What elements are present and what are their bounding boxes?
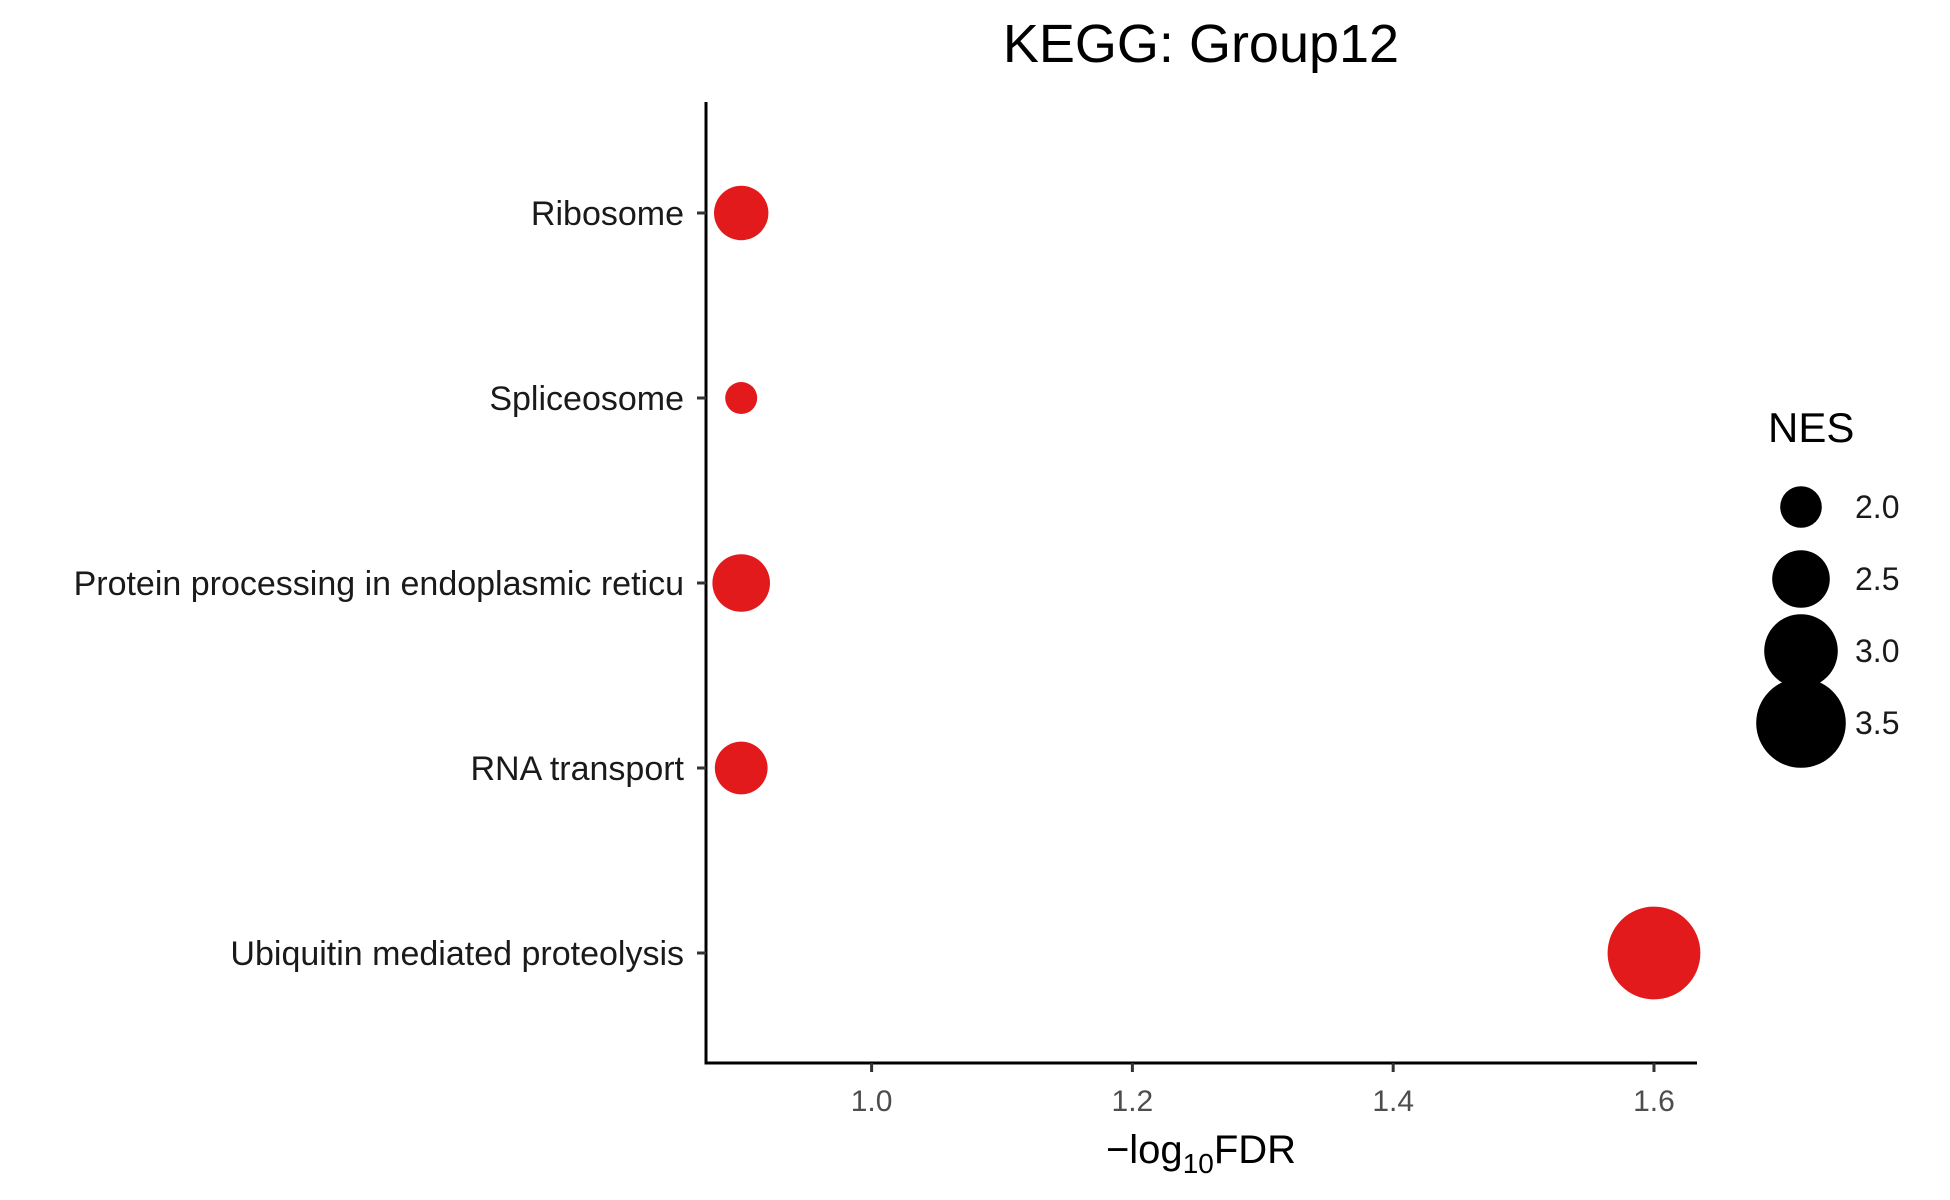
x-axis-title-subscript: 10 bbox=[1183, 1148, 1214, 1179]
y-category-label: Ubiquitin mediated proteolysis bbox=[230, 935, 684, 973]
data-point bbox=[714, 185, 769, 241]
x-tick-label: 1.6 bbox=[1633, 1085, 1675, 1118]
data-point bbox=[725, 382, 758, 414]
legend-key-label: 3.5 bbox=[1855, 705, 1899, 741]
data-point bbox=[712, 554, 771, 612]
legend-title: NES bbox=[1768, 404, 1854, 451]
legend-key-label: 3.0 bbox=[1855, 633, 1899, 669]
x-tick-label: 1.0 bbox=[851, 1085, 893, 1118]
y-category-label: Protein processing in endoplasmic reticu bbox=[74, 565, 684, 603]
x-axis-title-suffix: FDR bbox=[1214, 1128, 1296, 1172]
legend-key-circle bbox=[1772, 550, 1830, 608]
x-axis-title-prefix: −log bbox=[1106, 1128, 1183, 1172]
legend-key-label: 2.5 bbox=[1855, 561, 1899, 597]
legend-key-circle bbox=[1756, 678, 1846, 768]
x-tick-label: 1.4 bbox=[1372, 1085, 1414, 1118]
legend-key-circle bbox=[1764, 614, 1838, 688]
x-tick-label: 1.2 bbox=[1112, 1085, 1154, 1118]
data-point bbox=[1607, 906, 1701, 1000]
size-legend: NES 2.0 2.5 3.0 3.5 bbox=[1756, 404, 1899, 768]
data-point bbox=[714, 741, 768, 795]
plot-area: Ribosome Spliceosome Protein processing in… bbox=[74, 102, 1701, 1118]
y-category-label: Spliceosome bbox=[489, 380, 684, 418]
y-category-label: RNA transport bbox=[470, 750, 684, 788]
y-category-label: Ribosome bbox=[531, 195, 684, 233]
legend-key-label: 2.0 bbox=[1855, 489, 1899, 525]
x-axis-title: −log10FDR bbox=[1106, 1128, 1296, 1179]
chart-title: KEGG: Group12 bbox=[1003, 14, 1399, 74]
legend-key-circle bbox=[1780, 486, 1822, 528]
